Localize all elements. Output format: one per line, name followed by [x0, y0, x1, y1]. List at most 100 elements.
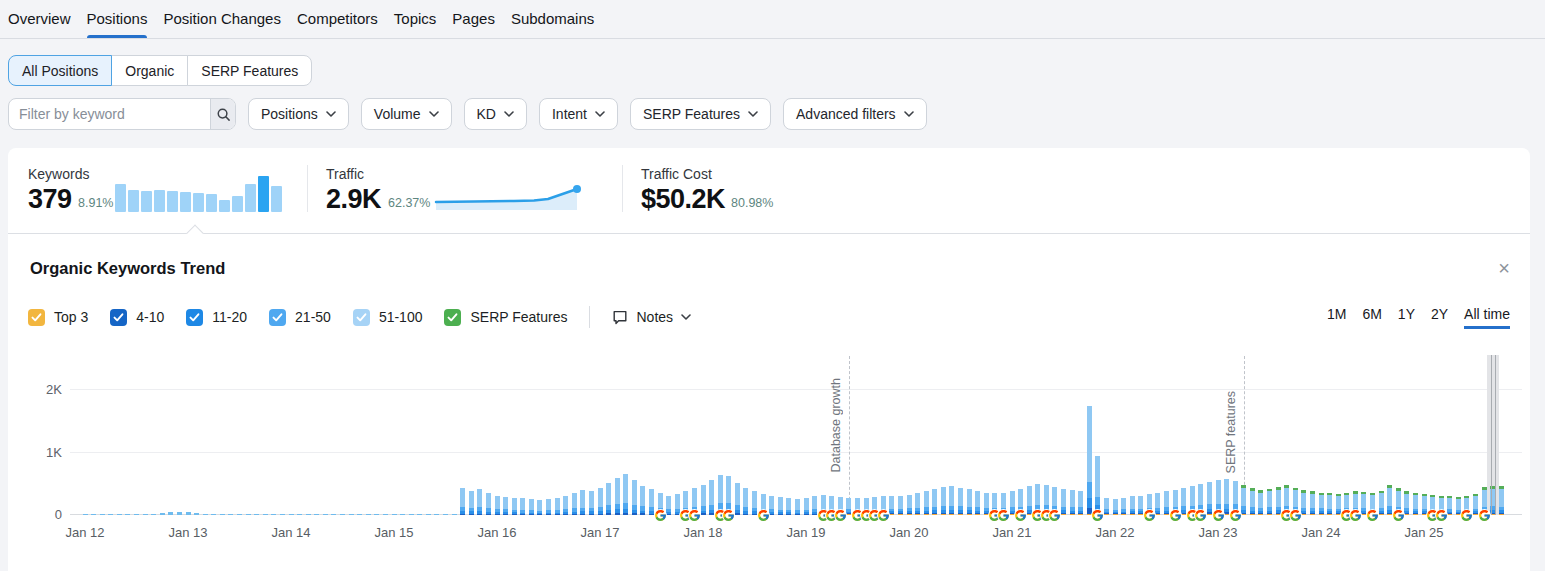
google-update-icon[interactable]	[1194, 508, 1207, 521]
trend-bar[interactable]	[477, 489, 482, 515]
trend-bar[interactable]	[958, 488, 963, 515]
trend-bar[interactable]	[786, 498, 791, 515]
google-update-icon[interactable]	[1169, 508, 1182, 521]
google-update-icon[interactable]	[1392, 508, 1405, 521]
filter-dropdown-advanced-filters[interactable]: Advanced filters	[783, 98, 927, 130]
trend-bar[interactable]	[254, 514, 259, 515]
trend-bar[interactable]	[452, 514, 457, 515]
trend-bar[interactable]	[1258, 490, 1263, 515]
google-update-icon[interactable]	[877, 508, 890, 521]
trend-bar[interactable]	[117, 514, 122, 515]
trend-bar[interactable]	[572, 493, 577, 515]
trend-bar[interactable]	[1310, 491, 1315, 515]
trend-bar[interactable]	[417, 514, 422, 515]
trend-bar[interactable]	[915, 493, 920, 515]
trend-bar[interactable]	[1404, 491, 1409, 515]
trend-bar[interactable]	[160, 513, 165, 515]
trend-bar[interactable]	[289, 514, 294, 515]
trend-bar[interactable]	[1301, 490, 1306, 515]
trend-bar[interactable]	[237, 514, 242, 515]
trend-bar[interactable]	[795, 499, 800, 515]
trend-bar[interactable]	[271, 514, 276, 515]
range-1y[interactable]: 1Y	[1398, 306, 1415, 322]
trend-bar[interactable]	[143, 514, 148, 515]
google-update-icon[interactable]	[1143, 508, 1156, 521]
trend-bar[interactable]	[306, 514, 311, 515]
trend-bar[interactable]	[701, 485, 706, 515]
trend-bar[interactable]	[1113, 499, 1118, 515]
legend-item-21-50[interactable]: 21-50	[269, 309, 331, 326]
trend-bar[interactable]	[598, 488, 603, 515]
nav-tab-competitors[interactable]: Competitors	[297, 0, 378, 38]
trend-bar[interactable]	[331, 514, 336, 515]
trend-bar[interactable]	[1267, 489, 1272, 515]
keyword-filter-input[interactable]	[9, 99, 210, 129]
google-update-icon[interactable]	[722, 508, 735, 521]
nav-tab-positions[interactable]: Positions	[87, 0, 148, 38]
trend-bar[interactable]	[555, 498, 560, 515]
trend-bar[interactable]	[349, 514, 354, 515]
tab-organic[interactable]: Organic	[111, 55, 188, 86]
trend-bar[interactable]	[383, 514, 388, 515]
range-2y[interactable]: 2Y	[1431, 306, 1448, 322]
trend-bar[interactable]	[529, 499, 534, 515]
trend-bar[interactable]	[228, 514, 233, 515]
nav-tab-pages[interactable]: Pages	[452, 0, 495, 38]
trend-bar[interactable]	[924, 491, 929, 515]
trend-bar[interactable]	[366, 514, 371, 515]
filter-dropdown-serp-features[interactable]: SERP Features	[630, 98, 771, 130]
trend-bar[interactable]	[91, 514, 96, 515]
trend-bar[interactable]	[297, 514, 302, 515]
trend-bar[interactable]	[280, 514, 285, 515]
trend-bar[interactable]	[1087, 406, 1092, 515]
checkbox-serp-features[interactable]	[444, 309, 461, 326]
trend-bar[interactable]	[323, 514, 328, 515]
trend-bar[interactable]	[460, 488, 465, 515]
checkbox-top-3[interactable]	[28, 309, 45, 326]
legend-item-11-20[interactable]: 11-20	[186, 309, 247, 326]
trend-bar[interactable]	[263, 514, 268, 515]
nav-tab-overview[interactable]: Overview	[8, 0, 71, 38]
trend-bar[interactable]	[640, 486, 645, 515]
trend-bar[interactable]	[606, 483, 611, 515]
google-update-icon[interactable]	[1366, 508, 1379, 521]
trend-bar[interactable]	[125, 514, 130, 515]
trend-bar[interactable]	[194, 513, 199, 515]
trend-bar[interactable]	[357, 514, 362, 515]
trend-bar[interactable]	[1078, 491, 1083, 515]
trend-bar[interactable]	[503, 497, 508, 515]
trend-bar[interactable]	[1070, 490, 1075, 515]
legend-item-serp-features[interactable]: SERP Features	[444, 309, 567, 326]
google-update-icon[interactable]	[1212, 508, 1225, 521]
trend-bar[interactable]	[1241, 485, 1246, 515]
trend-bar[interactable]	[186, 512, 191, 515]
trend-bar[interactable]	[932, 489, 937, 515]
filter-dropdown-intent[interactable]: Intent	[539, 98, 618, 130]
trend-bar[interactable]	[211, 514, 216, 515]
trend-bar[interactable]	[1155, 493, 1160, 515]
google-update-icon[interactable]	[1435, 508, 1448, 521]
trend-bar[interactable]	[151, 514, 156, 515]
trend-bar[interactable]	[778, 497, 783, 515]
google-update-icon[interactable]	[1014, 508, 1027, 521]
trend-bar[interactable]	[589, 491, 594, 515]
tab-all-positions[interactable]: All Positions	[8, 55, 112, 86]
filter-dropdown-volume[interactable]: Volume	[361, 98, 452, 130]
filter-dropdown-kd[interactable]: KD	[464, 98, 527, 130]
trend-bar[interactable]	[666, 496, 671, 515]
filter-dropdown-positions[interactable]: Positions	[248, 98, 349, 130]
trend-bar[interactable]	[1104, 498, 1109, 515]
trend-bar[interactable]	[134, 514, 139, 515]
trend-bar[interactable]	[941, 487, 946, 515]
google-update-icon[interactable]	[1349, 508, 1362, 521]
trend-bar[interactable]	[967, 489, 972, 515]
nav-tab-topics[interactable]: Topics	[394, 0, 437, 38]
trend-bar[interactable]	[1379, 491, 1384, 515]
trend-bar[interactable]	[743, 488, 748, 515]
range-6m[interactable]: 6M	[1362, 306, 1381, 322]
trend-bar[interactable]	[409, 514, 414, 515]
trend-bar[interactable]	[1061, 489, 1066, 515]
trend-bar[interactable]	[108, 514, 113, 515]
legend-item-51-100[interactable]: 51-100	[353, 309, 423, 326]
trend-bar[interactable]	[220, 514, 225, 515]
